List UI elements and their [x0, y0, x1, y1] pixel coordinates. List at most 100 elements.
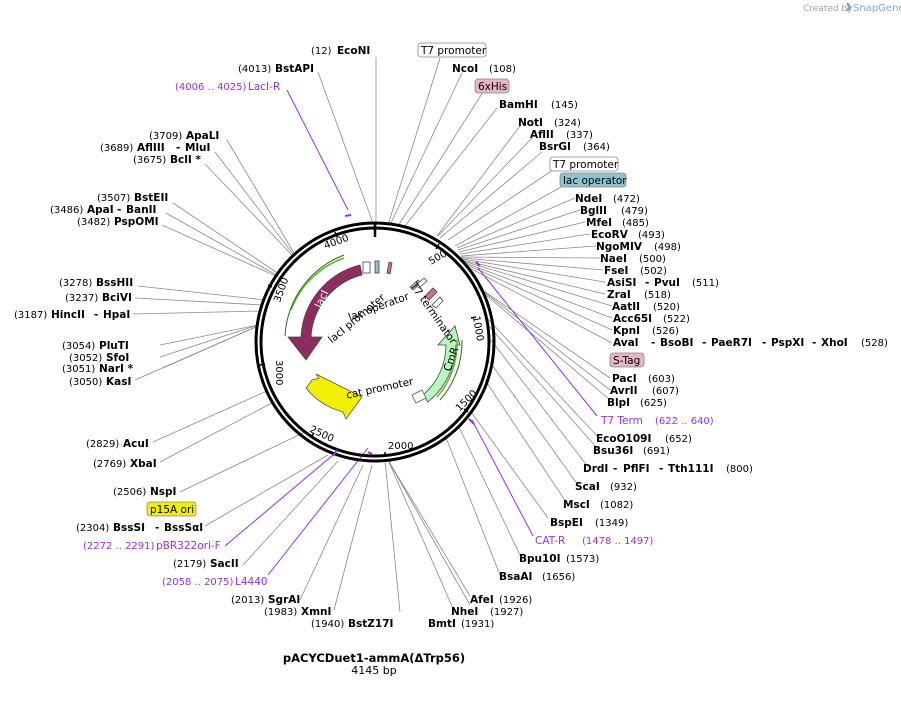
- bstz17i-label[interactable]: BstZ17I: [348, 618, 393, 630]
- fsei-pos: (502): [640, 266, 667, 277]
- bmti-label[interactable]: BmtI: [428, 618, 456, 630]
- paci-label[interactable]: PacI: [612, 373, 637, 385]
- svg-text:-: -: [812, 337, 816, 349]
- tth111i-label[interactable]: Tth111I: [668, 463, 713, 475]
- paer7i-label[interactable]: PaeR7I: [711, 337, 752, 349]
- fsei-label[interactable]: FseI: [604, 265, 628, 277]
- aflii-pos: (337): [566, 130, 593, 141]
- lac-operator-box: [374, 260, 380, 274]
- sgrai-label[interactable]: SgrAI: [268, 594, 300, 606]
- l4440-primer-label[interactable]: L4440: [235, 576, 268, 588]
- nspi-label[interactable]: NspI: [150, 486, 176, 498]
- ecorv-label[interactable]: EcoRV: [591, 229, 629, 241]
- zrai-label[interactable]: ZraI: [607, 289, 631, 301]
- zrai-pos: (518): [644, 290, 671, 301]
- asisi-label[interactable]: AsiSI: [607, 277, 636, 289]
- bcivi-label[interactable]: BciVI: [102, 292, 132, 304]
- sfoi-label[interactable]: SfoI: [106, 352, 129, 364]
- cat-r-primer-label[interactable]: CAT-R: [535, 535, 565, 547]
- snapgene-brand: SnapGene: [853, 3, 901, 14]
- avrii-label[interactable]: AvrII: [610, 385, 638, 397]
- pspomi-pos: (3482): [77, 217, 110, 228]
- xbai-label[interactable]: XbaI: [130, 458, 157, 470]
- bstapi-label[interactable]: BstAPI: [275, 63, 314, 75]
- tick-marks: [259, 231, 477, 457]
- his6-box-label: 6xHis: [478, 81, 507, 93]
- bsaai-label[interactable]: BsaAI: [499, 571, 532, 583]
- ncoi-label[interactable]: NcoI: [452, 63, 478, 75]
- scai-label[interactable]: ScaI: [575, 481, 600, 493]
- hincii-label[interactable]: HincII: [51, 309, 85, 321]
- bpu10i-label[interactable]: Bpu10I: [519, 553, 561, 565]
- ndei-pos: (472): [613, 194, 640, 205]
- bsssai-label[interactable]: BssSαI: [164, 522, 203, 534]
- drdi-label[interactable]: DrdI: [583, 463, 608, 475]
- feature-arrows: [284, 214, 481, 457]
- xmni-pos: (1983): [264, 607, 297, 618]
- apai-label[interactable]: ApaI: [87, 204, 114, 216]
- plasmid-name-title: pACYCDuet1-ammA(ΔTrp56): [283, 651, 465, 665]
- svg-text:-: -: [94, 309, 98, 321]
- bamhi-label[interactable]: BamHI: [499, 99, 538, 111]
- xhoi-label[interactable]: XhoI: [821, 337, 848, 349]
- mfei-label[interactable]: MfeI: [586, 217, 612, 229]
- econi-label[interactable]: EcoNI: [337, 45, 370, 57]
- pbr322ori-f-primer-label[interactable]: pBR322ori-F: [156, 540, 221, 552]
- naei-label[interactable]: NaeI: [600, 253, 627, 265]
- acui-label[interactable]: AcuI: [123, 438, 149, 450]
- hpai-label[interactable]: HpaI: [103, 309, 130, 321]
- pspxi-label[interactable]: PspXI: [771, 337, 804, 349]
- bsshii-pos: (3278): [59, 278, 92, 289]
- svg-text:-: -: [155, 522, 159, 534]
- bglii-label[interactable]: BglII: [580, 205, 607, 217]
- econi-pos: (12): [311, 46, 332, 57]
- banii-label[interactable]: BanII: [126, 204, 156, 216]
- nari-label[interactable]: NarI *: [99, 363, 134, 375]
- bcli-label[interactable]: BclI *: [170, 154, 201, 166]
- t7-term-primer-label[interactable]: T7 Term: [600, 415, 643, 427]
- acui-pos: (2829): [86, 439, 119, 450]
- xbai-pos: (2769): [93, 459, 126, 470]
- pflfi-label[interactable]: PflFI: [623, 463, 650, 475]
- mfei-pos: (485): [622, 218, 649, 229]
- bsshii-label[interactable]: BssHII: [96, 277, 133, 289]
- created-by-text: Created by: [803, 4, 853, 14]
- avai-label[interactable]: AvaI: [613, 337, 639, 349]
- pluti-label[interactable]: PluTI: [99, 340, 129, 352]
- aatii-label[interactable]: AatII: [612, 301, 640, 313]
- nari-pos: (3051): [62, 364, 95, 375]
- noti-label[interactable]: NotI: [518, 117, 543, 129]
- bspei-pos: (1349): [595, 518, 628, 529]
- msci-label[interactable]: MscI: [563, 499, 590, 511]
- bsteii-label[interactable]: BstEII: [134, 192, 168, 204]
- svg-text:-: -: [613, 463, 617, 475]
- bsssi-label[interactable]: BssSI: [113, 522, 145, 534]
- blpi-pos: (625): [640, 398, 667, 409]
- pspomi-label[interactable]: PspOMI: [114, 216, 159, 228]
- kasi-label[interactable]: KasI: [106, 376, 131, 388]
- bstz17i-pos: (1940): [311, 619, 344, 630]
- xmni-label[interactable]: XmnI: [301, 606, 331, 618]
- ngomiv-label[interactable]: NgoMIV: [596, 241, 643, 253]
- mlui-label[interactable]: MluI: [185, 142, 210, 154]
- pvui-label[interactable]: PvuI: [654, 277, 680, 289]
- afei-label[interactable]: AfeI: [470, 594, 494, 606]
- ndei-label[interactable]: NdeI: [575, 193, 602, 205]
- sacii-label[interactable]: SacII: [210, 558, 239, 570]
- laci-r-primer-label[interactable]: LacI-R: [248, 81, 280, 93]
- ecoo109i-label[interactable]: EcoO109I: [596, 433, 651, 445]
- apali-label[interactable]: ApaLI: [186, 130, 219, 142]
- bsu36i-label[interactable]: Bsu36I: [593, 445, 633, 457]
- bsrgi-label[interactable]: BsrGI: [539, 141, 571, 153]
- acc65i-label[interactable]: Acc65I: [613, 313, 652, 325]
- nhei-label[interactable]: NheI: [451, 606, 478, 618]
- bsobi-label[interactable]: BsoBI: [660, 337, 693, 349]
- aflii-label[interactable]: AflII: [530, 129, 554, 141]
- afliii-label[interactable]: AflIII: [137, 142, 165, 154]
- kpni-label[interactable]: KpnI: [613, 325, 640, 337]
- lac-operator-box-label: lac operator: [563, 175, 627, 187]
- blpi-label[interactable]: BlpI: [607, 397, 630, 409]
- bspei-label[interactable]: BspEI: [550, 517, 583, 529]
- t7-promoter-box-label-mid: T7 promoter: [552, 159, 619, 171]
